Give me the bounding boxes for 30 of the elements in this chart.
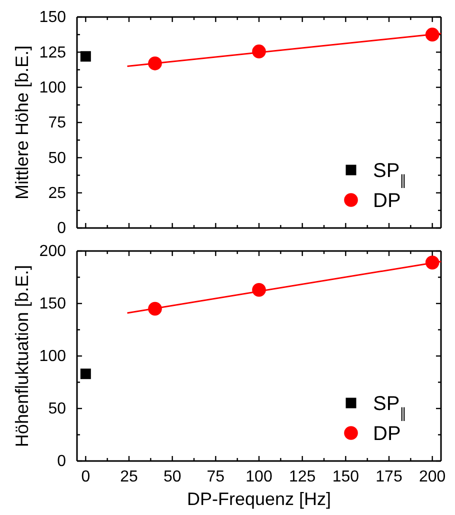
y-axis-title: Höhenfluktuation [b.E.] (12, 264, 32, 448)
x-tick-label: 25 (120, 468, 138, 486)
x-tick-label: 175 (376, 468, 402, 486)
y-tick-label: 0 (57, 220, 66, 238)
y-tick-label: 150 (39, 296, 66, 313)
x-tick-label: 100 (246, 468, 272, 486)
point (80, 368, 91, 380)
legend-label: DP (373, 423, 401, 445)
y-axis-title: Mittlere Höhe [b.E.] (12, 45, 32, 200)
legend-label: DP (373, 190, 401, 212)
y-tick-label: 100 (39, 79, 66, 96)
x-tick-label: 0 (81, 468, 90, 486)
y-tick-label: 200 (39, 243, 66, 260)
x-tick-label: 125 (288, 468, 316, 486)
y-tick-label: 75 (48, 114, 66, 132)
y-tick-label: 25 (48, 184, 66, 202)
y-tick-label: 0 (57, 453, 66, 470)
x-tick-label: 75 (206, 468, 225, 486)
x-axis-title: DP-Frequenz [Hz] (186, 489, 332, 509)
point (80, 51, 91, 62)
y-tick-label: 50 (48, 150, 66, 167)
x-tick-label: 200 (418, 468, 446, 486)
y-tick-label: 125 (39, 44, 66, 62)
x-tick-label: 50 (163, 468, 182, 486)
y-tick-label: 150 (39, 9, 66, 26)
legend-label: SP$_{∥}$ (373, 160, 407, 188)
y-tick-label: 100 (39, 348, 66, 366)
y-tick-label: 50 (48, 400, 66, 418)
x-tick-label: 150 (332, 468, 360, 486)
legend-label: SP$_{∥}$ (373, 393, 407, 421)
